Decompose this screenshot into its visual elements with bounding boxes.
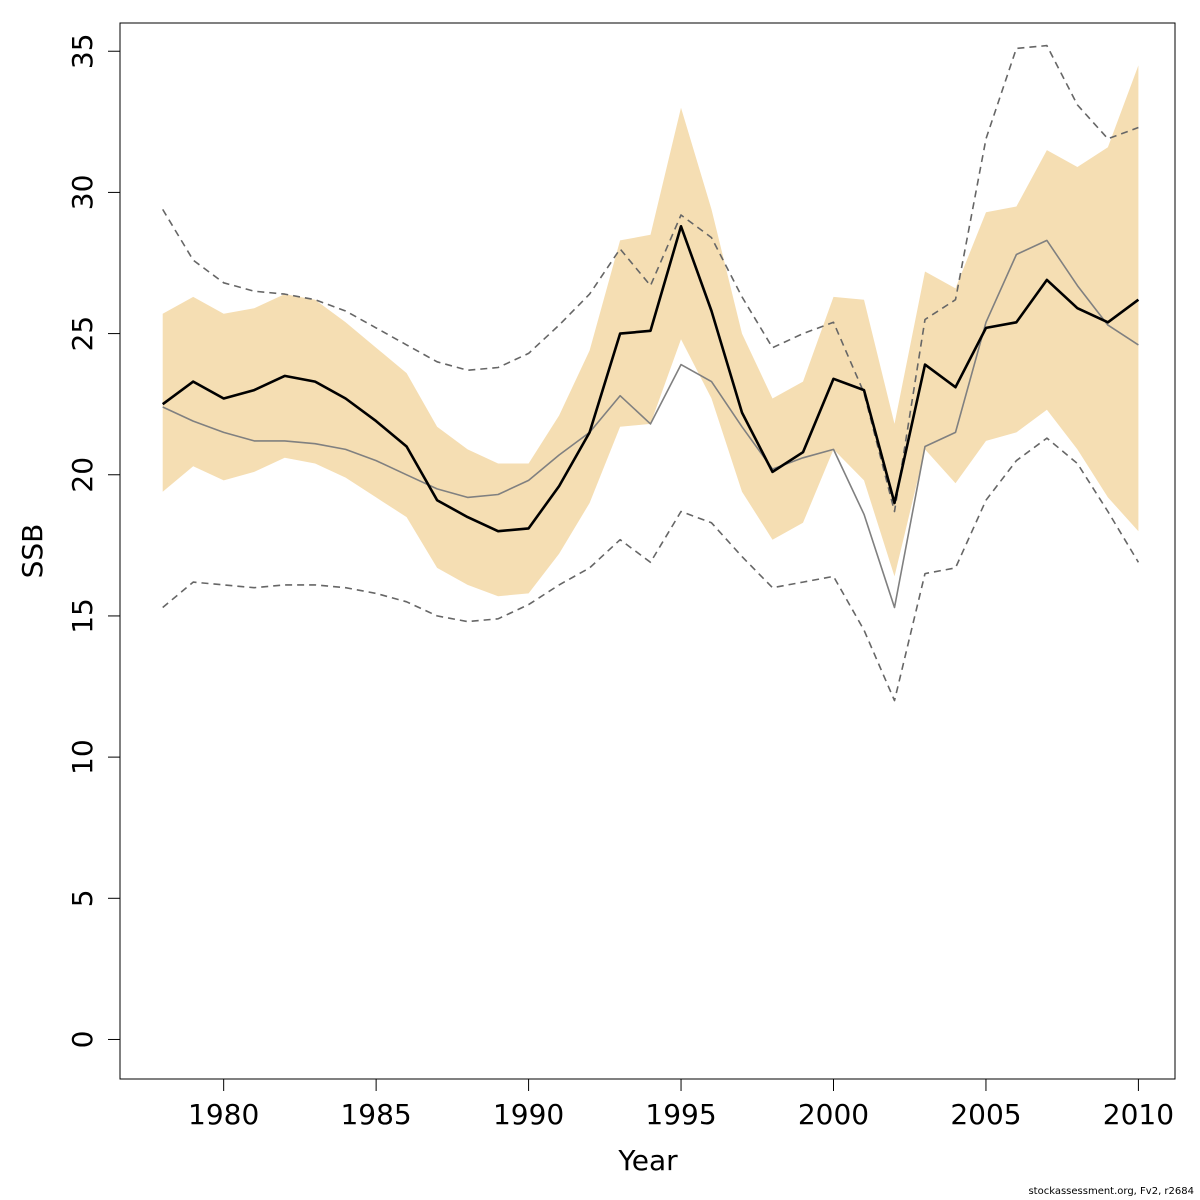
credit-text: stockassessment.org, Fv2, r2684 [1028, 1186, 1194, 1197]
x-tick-label: 1985 [340, 1098, 411, 1131]
series-line-2 [162, 44, 1139, 513]
x-tick-label: 1990 [493, 1098, 564, 1131]
plot-frame [119, 22, 1176, 1080]
series-layer [161, 44, 1140, 702]
x-tick-label: 2010 [1103, 1098, 1174, 1131]
x-tick-label: 2000 [798, 1098, 869, 1131]
y-axis: 0 5 10 15 20 25 30 35 [66, 33, 121, 1049]
y-tick-label: 20 [66, 457, 99, 493]
x-axis: 1980 1985 1990 1995 2000 2005 2010 [188, 1078, 1174, 1131]
series-line-0 [161, 225, 1140, 533]
y-tick-label: 10 [66, 739, 99, 775]
y-tick-label: 5 [66, 889, 99, 907]
series-line-1 [162, 239, 1139, 609]
x-axis-title: Year [617, 1144, 678, 1177]
y-tick-label: 25 [66, 316, 99, 352]
x-tick-label: 2005 [950, 1098, 1021, 1131]
series-line-3 [162, 437, 1140, 702]
y-tick-label: 35 [66, 33, 99, 69]
x-tick-label: 1980 [188, 1098, 259, 1131]
y-tick-label: 15 [66, 598, 99, 634]
x-tick-label: 1995 [645, 1098, 716, 1131]
y-axis-title: SSB [16, 524, 49, 579]
y-tick-label: 0 [66, 1031, 99, 1049]
y-tick-label: 30 [66, 175, 99, 211]
